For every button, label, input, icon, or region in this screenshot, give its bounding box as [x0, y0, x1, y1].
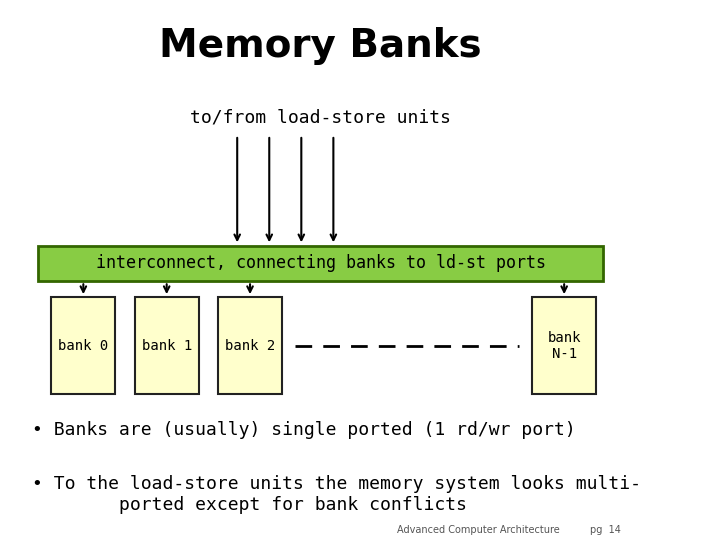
- Text: Advanced Computer Architecture: Advanced Computer Architecture: [397, 524, 560, 535]
- Text: • Banks are (usually) single ported (1 rd/wr port): • Banks are (usually) single ported (1 r…: [32, 421, 576, 439]
- FancyBboxPatch shape: [532, 297, 596, 394]
- Text: interconnect, connecting banks to ld-st ports: interconnect, connecting banks to ld-st …: [96, 254, 546, 272]
- Text: • To the load-store units the memory system looks multi-
        ported except f: • To the load-store units the memory sys…: [32, 475, 641, 514]
- Text: Memory Banks: Memory Banks: [159, 27, 482, 65]
- Text: bank
N-1: bank N-1: [547, 330, 581, 361]
- FancyBboxPatch shape: [218, 297, 282, 394]
- Text: pg  14: pg 14: [590, 524, 621, 535]
- Text: to/from load-store units: to/from load-store units: [190, 108, 451, 126]
- FancyBboxPatch shape: [38, 246, 603, 281]
- FancyBboxPatch shape: [135, 297, 199, 394]
- FancyBboxPatch shape: [51, 297, 115, 394]
- Text: bank 1: bank 1: [142, 339, 192, 353]
- Text: bank 0: bank 0: [58, 339, 109, 353]
- Text: bank 2: bank 2: [225, 339, 275, 353]
